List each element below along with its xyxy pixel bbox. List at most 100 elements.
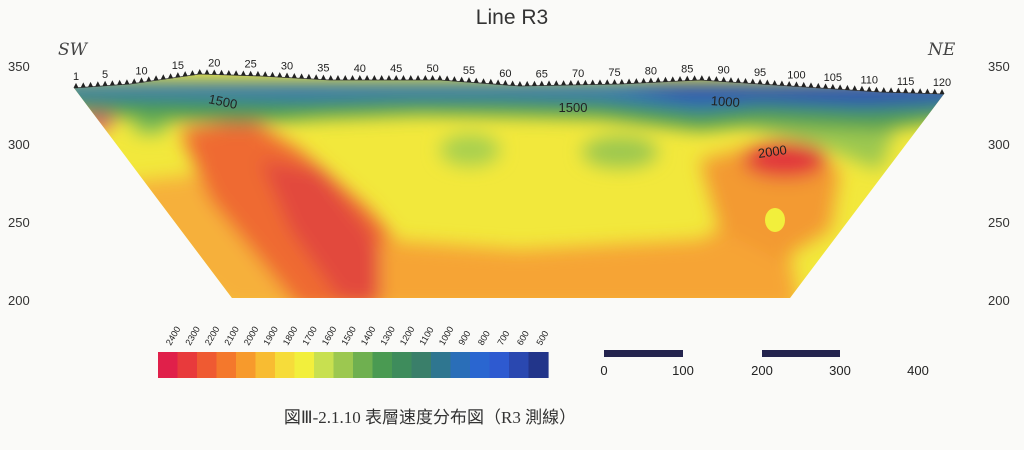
geophone-marker xyxy=(211,69,217,75)
geophone-marker xyxy=(546,80,552,86)
velocity-section xyxy=(74,74,944,298)
geophone-marker xyxy=(109,80,115,86)
geophone-marker xyxy=(721,76,727,82)
geophone-marker xyxy=(677,75,683,81)
geophone-marker xyxy=(248,70,254,76)
geophone-marker xyxy=(553,80,559,86)
geophone-marker xyxy=(73,82,79,88)
geophone-marker xyxy=(350,75,356,80)
geophone-markers xyxy=(73,69,945,94)
geophone-marker xyxy=(823,83,829,89)
colorbar-label: 1400 xyxy=(359,325,378,347)
colorbar-label: 900 xyxy=(456,329,472,347)
geophone-marker xyxy=(364,75,370,80)
geophone-marker xyxy=(590,79,596,85)
geophone-marker xyxy=(80,82,86,88)
station-label: 80 xyxy=(645,65,657,77)
colorbar-swatch xyxy=(353,352,374,378)
geophone-marker xyxy=(422,75,428,80)
station-label: 55 xyxy=(463,65,475,77)
station-label: 10 xyxy=(135,65,147,77)
colorbar: 2400 2300 2200 2100 2000 1900 1800 1700 1600 1500… xyxy=(158,325,550,378)
colorbar-swatch xyxy=(450,352,471,378)
geophone-marker xyxy=(444,75,450,81)
geophone-marker xyxy=(815,82,821,88)
geophone-marker xyxy=(932,88,938,94)
contour-label: 1500 xyxy=(207,91,238,112)
geophone-marker xyxy=(837,84,843,90)
geophone-marker xyxy=(779,80,785,86)
geophone-marker xyxy=(342,75,348,80)
colorbar-label: 600 xyxy=(515,329,531,347)
y-axis: 350 350 300 300 250 250 200 200 xyxy=(8,59,1010,308)
geophone-marker xyxy=(313,74,319,80)
colorbar-label: 800 xyxy=(476,329,492,347)
station-label: 35 xyxy=(317,63,329,75)
scale-bar-label: 0 xyxy=(600,363,607,378)
geophone-marker xyxy=(182,71,188,77)
geophone-marker xyxy=(262,71,268,77)
y-tick-label-left: 350 xyxy=(8,59,30,74)
geophone-marker xyxy=(284,72,290,78)
geophone-marker xyxy=(648,77,654,83)
colorbar-label: 1600 xyxy=(320,325,339,347)
station-label: 75 xyxy=(608,67,620,79)
station-label: 5 xyxy=(102,69,108,81)
station-label: 95 xyxy=(754,67,766,79)
geophone-marker xyxy=(713,76,719,82)
geophone-marker xyxy=(160,74,166,80)
scale-bar-label: 200 xyxy=(751,363,773,378)
geophone-marker xyxy=(102,80,108,86)
geophone-marker xyxy=(328,75,334,80)
colorbar-swatch xyxy=(216,352,237,378)
geophone-marker xyxy=(466,77,472,83)
ne-label: NE xyxy=(928,40,956,60)
geophone-marker xyxy=(808,82,814,88)
geophone-marker xyxy=(386,75,392,80)
station-label: 65 xyxy=(536,69,548,81)
geophone-marker xyxy=(619,78,625,84)
geophone-marker xyxy=(612,79,618,85)
geophone-marker xyxy=(379,75,385,80)
geophone-marker xyxy=(197,69,203,75)
colorbar-swatch xyxy=(470,352,491,378)
colorbar-label: 1100 xyxy=(417,325,435,347)
station-label: 15 xyxy=(172,60,184,72)
colorbar-swatch xyxy=(372,352,393,378)
y-tick-label-right: 250 xyxy=(988,215,1010,230)
geophone-marker xyxy=(88,81,94,87)
colorbar-label: 700 xyxy=(495,329,511,347)
geophone-marker xyxy=(604,79,610,85)
geophone-marker xyxy=(706,75,712,81)
geophone-marker xyxy=(189,70,195,76)
colorbar-swatch xyxy=(314,352,335,378)
geophone-marker xyxy=(153,75,159,81)
geophone-marker xyxy=(655,77,661,83)
geophone-marker xyxy=(138,77,144,83)
geophone-marker xyxy=(888,87,894,93)
geophone-marker xyxy=(524,80,530,86)
geophone-marker xyxy=(255,70,261,76)
station-label: 70 xyxy=(572,68,584,80)
geophone-marker xyxy=(852,85,858,91)
station-label: 25 xyxy=(245,59,257,71)
chart-title: Line R3 xyxy=(475,6,549,29)
colorbar-swatch xyxy=(255,352,276,378)
geophone-marker xyxy=(575,79,581,85)
station-label: 105 xyxy=(824,72,842,84)
station-label: 45 xyxy=(390,63,402,75)
geophone-marker xyxy=(881,87,887,93)
geophone-marker xyxy=(415,75,421,80)
geophone-marker xyxy=(124,79,130,85)
station-label: 1 xyxy=(73,71,79,83)
contour-labels: 1500 1500 1000 2000 xyxy=(207,91,788,161)
geophone-marker xyxy=(670,76,676,82)
colorbar-label: 1200 xyxy=(398,325,417,347)
geophone-marker xyxy=(269,71,275,77)
geophone-marker xyxy=(306,73,312,79)
geophone-marker xyxy=(400,75,406,80)
geophone-marker xyxy=(320,74,326,80)
colorbar-swatch xyxy=(489,352,510,378)
geophone-marker xyxy=(924,88,930,94)
geophone-marker xyxy=(539,80,545,86)
